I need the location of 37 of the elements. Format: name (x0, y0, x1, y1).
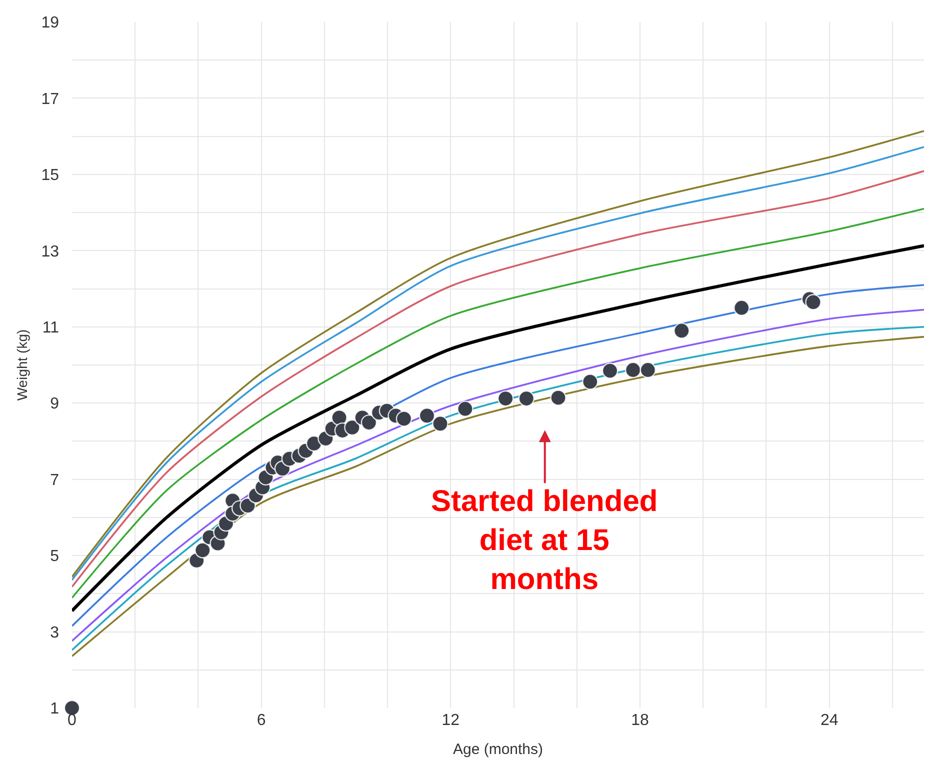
x-tick-label: 0 (68, 712, 77, 729)
y-axis-title: Weight (kg) (14, 329, 30, 401)
y-tick-label: 3 (50, 624, 60, 642)
y-tick-label: 15 (41, 167, 60, 184)
point (240, 498, 256, 514)
point (582, 374, 598, 390)
x-tick-label: 24 (820, 712, 838, 729)
point (518, 390, 534, 407)
y-tick-label: 11 (42, 319, 60, 336)
point (640, 362, 656, 378)
y-tick-label: 5 (50, 548, 60, 566)
x-tick-label: 12 (442, 712, 460, 729)
point (418, 408, 436, 424)
y-tick-label: 13 (41, 243, 60, 260)
y-tick-label: 17 (41, 90, 60, 108)
point (734, 300, 750, 316)
point (331, 409, 348, 426)
annotation: Started blended diet at 15 months (431, 485, 658, 596)
x-axis-title: Age (months) (452, 741, 544, 758)
x-tick-label: 18 (631, 712, 649, 729)
point (194, 542, 211, 558)
point (360, 414, 378, 431)
point (396, 410, 412, 427)
point (550, 390, 566, 406)
point (805, 294, 822, 310)
point (602, 362, 618, 379)
y-tick-label: 19 (41, 14, 60, 32)
point (457, 400, 474, 417)
point (344, 419, 360, 436)
point (432, 416, 448, 432)
x-tick-label: 6 (256, 712, 266, 729)
point (624, 362, 642, 378)
y-tick-label: 1 (50, 700, 60, 718)
point (674, 322, 690, 339)
y-tick-label: 9 (50, 396, 60, 413)
point (497, 390, 514, 407)
y-tick-label: 7 (50, 472, 60, 489)
